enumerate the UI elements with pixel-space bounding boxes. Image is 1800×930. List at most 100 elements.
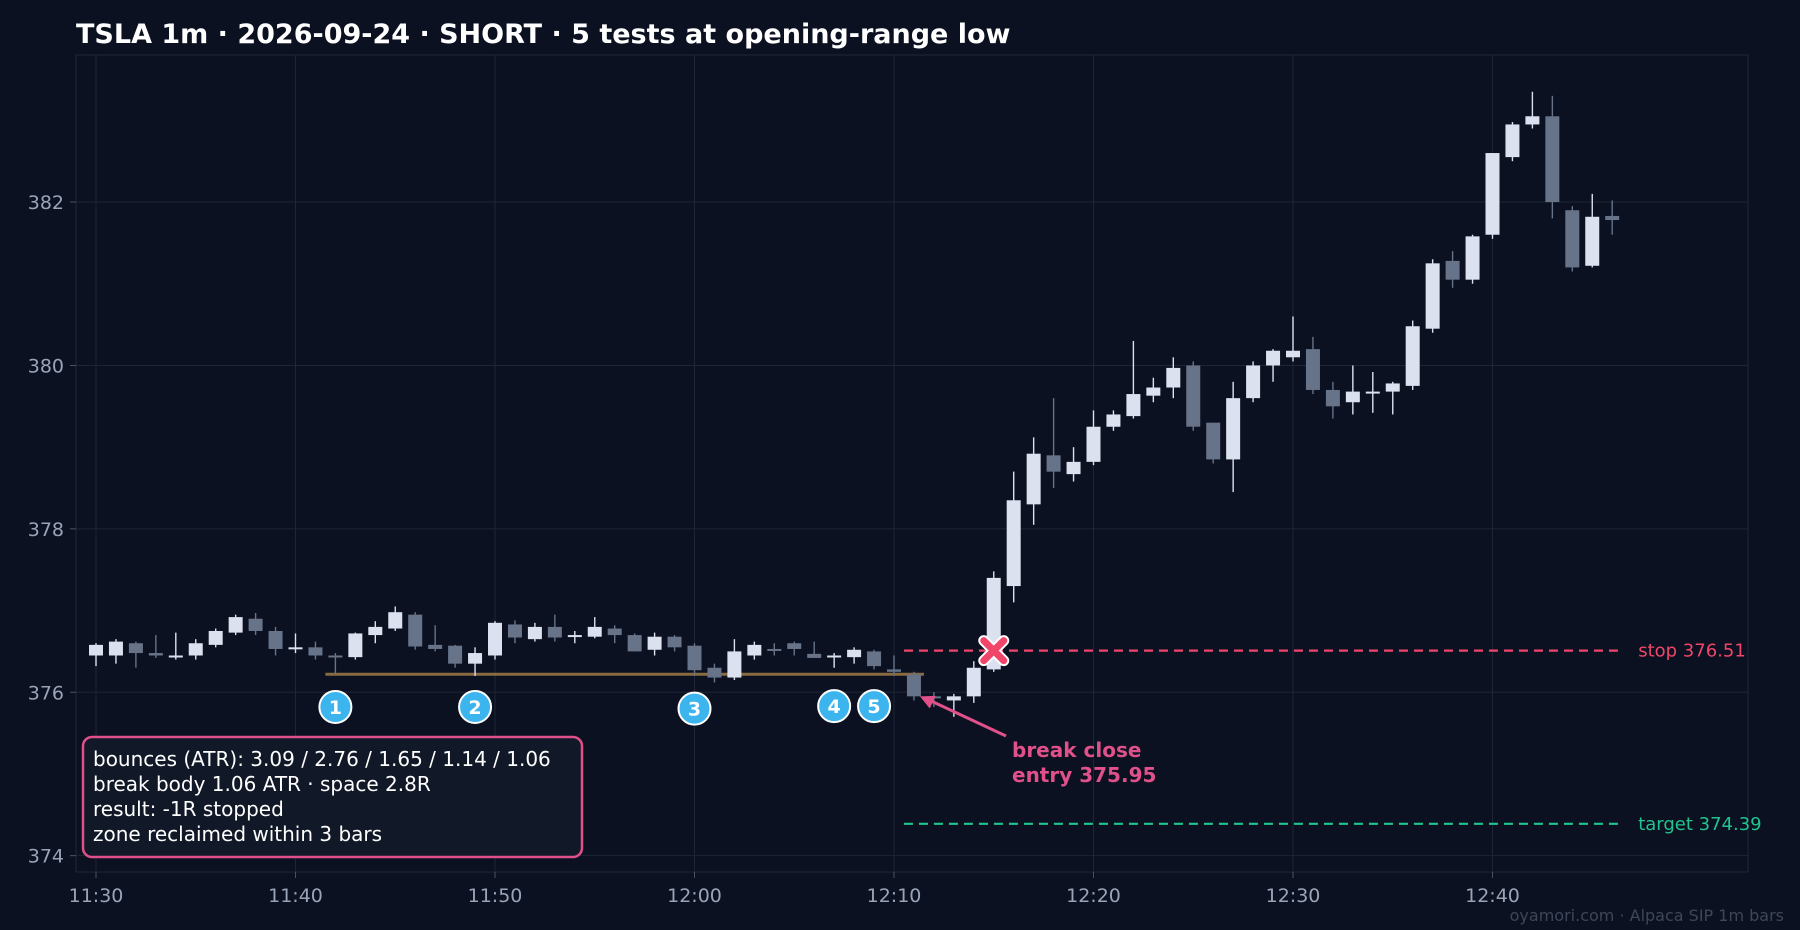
candle-body [1046, 455, 1061, 472]
plot-frame [75, 54, 1749, 873]
candle-body [89, 644, 103, 656]
candle-body [488, 622, 502, 656]
candle-body [108, 641, 123, 656]
candle-body [308, 647, 323, 656]
candle-body [507, 624, 522, 638]
candle-body [1126, 394, 1141, 417]
candle-body [128, 643, 143, 654]
candle-body [368, 626, 383, 636]
candle-body [1585, 216, 1600, 266]
test-marker [458, 689, 493, 724]
candle-body [1246, 365, 1261, 399]
candle-body [148, 653, 163, 656]
candle-body [1565, 210, 1580, 268]
candle-body [288, 647, 303, 650]
levels: stop 376.51 target 374.39 [325, 641, 1762, 835]
candle-body [388, 612, 403, 629]
x-tick-label: 12:00 [667, 885, 722, 907]
test-marker [857, 689, 892, 724]
y-tick-label: 382 [28, 192, 64, 214]
y-tick-label: 374 [28, 846, 64, 868]
footer-credit: oyamori.com · Alpaca SIP 1m bars [1510, 906, 1784, 925]
x-tick-label: 11:30 [69, 885, 124, 907]
candle-body [1505, 124, 1520, 158]
info-box-frame [81, 735, 584, 859]
x-tick-label: 12:10 [867, 885, 922, 907]
candle-body [627, 635, 642, 652]
candle-body [1066, 461, 1081, 475]
candle-body [1186, 365, 1201, 427]
candle-body [607, 628, 622, 636]
candle-body [1305, 349, 1320, 390]
candle-body [1525, 116, 1540, 125]
test-marker-label: 5 [867, 696, 880, 718]
candle-body [1385, 383, 1400, 392]
candle-body [1465, 236, 1480, 280]
x-axis: 11:30 11:40 11:50 12:00 12:10 12:20 12:30 12:40 [69, 872, 1520, 907]
x-tick-label: 11:50 [468, 885, 523, 907]
candle-body [807, 653, 822, 658]
annotation-text: entry 375.95 [1012, 763, 1156, 787]
info-box-line: bounces (ATR): 3.09 / 2.76 / 1.65 / 1.14… [93, 747, 551, 771]
candle-body [1325, 389, 1340, 407]
candle-body [1146, 387, 1161, 396]
candles [89, 91, 1620, 717]
candle-body [1086, 426, 1101, 462]
candle-body [587, 626, 602, 637]
candle-body [1266, 350, 1281, 366]
target-label: target 374.39 [1638, 814, 1761, 835]
candle-body [248, 618, 263, 631]
test-marker [677, 691, 712, 726]
candle-body [887, 669, 901, 672]
candle-body [767, 648, 782, 651]
annotation-arrow [931, 699, 1007, 738]
candle-body [328, 655, 343, 658]
candle-body [1166, 367, 1181, 388]
stop-label: stop 376.51 [1638, 641, 1746, 662]
test-marker-label: 3 [688, 699, 701, 721]
candle-body [547, 626, 562, 638]
x-tick-label: 11:40 [268, 885, 323, 907]
candle-body [1006, 500, 1021, 587]
candle-body [1445, 260, 1460, 280]
candle-body [1365, 391, 1380, 394]
y-tick-label: 376 [28, 682, 64, 704]
candle-body [687, 645, 702, 671]
candle-body [527, 626, 542, 640]
candle-body [468, 653, 483, 664]
test-marker-label: 2 [468, 697, 481, 719]
test-marker-label: 1 [329, 697, 342, 719]
y-tick-label: 380 [28, 355, 64, 377]
candle-body [1226, 398, 1241, 460]
grid [76, 55, 1748, 872]
info-box-line: zone reclaimed within 3 bars [93, 822, 382, 846]
test-marker [318, 689, 353, 724]
candle-body [946, 696, 961, 701]
candle-body [1545, 116, 1560, 203]
candle-body [567, 635, 582, 638]
candle-body [348, 633, 363, 658]
candle-body [1026, 453, 1041, 505]
x-tick-label: 12:40 [1465, 885, 1520, 907]
info-box-line: result: -1R stopped [93, 797, 284, 821]
candle-body [268, 630, 283, 649]
candle-body [747, 644, 762, 656]
candle-body [867, 651, 882, 667]
info-box-line: break body 1.06 ATR · space 2.8R [93, 772, 431, 796]
candle-body [448, 645, 463, 664]
candle-body [727, 651, 742, 678]
candle-body [1106, 414, 1121, 427]
info-box: bounces (ATR): 3.09 / 2.76 / 1.65 / 1.14… [81, 735, 584, 859]
candle-body [1286, 350, 1300, 358]
candle-body [707, 667, 722, 678]
candle-body [1405, 326, 1420, 386]
candle-body [168, 655, 183, 658]
candle-body [408, 614, 423, 647]
y-tick-label: 378 [28, 519, 64, 541]
candle-body [1345, 391, 1360, 403]
annotation-arrowhead [919, 695, 936, 709]
candle-body [966, 667, 981, 697]
y-axis: 374 376 378 380 382 [28, 192, 76, 868]
